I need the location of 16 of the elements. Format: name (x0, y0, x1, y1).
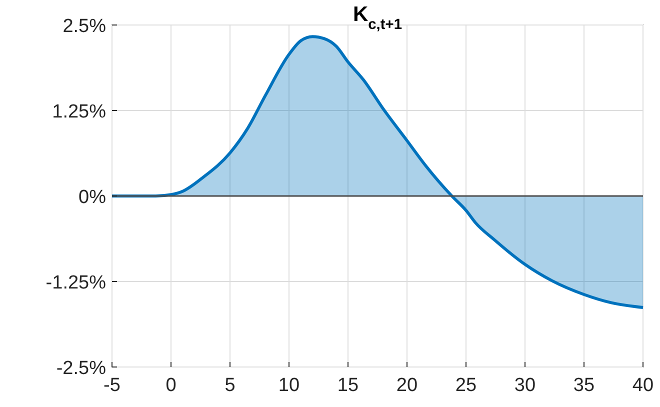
y-tick-label: -2.5% (56, 358, 106, 379)
x-tick-label: 30 (514, 375, 536, 396)
x-tick-label: 40 (632, 375, 654, 396)
chart-title: K$_{c,t+1}$ (352, 3, 402, 33)
y-tick-label: 0% (78, 187, 106, 208)
y-tick-label: -1.25% (46, 272, 106, 294)
x-tick-label: 10 (278, 375, 300, 396)
x-tick-label: 35 (573, 375, 595, 396)
x-tick-label: 25 (455, 375, 477, 396)
y-tick-label: 1.25% (52, 102, 106, 122)
x-tick-label: 0 (166, 375, 176, 396)
x-tick-label: 5 (224, 375, 236, 396)
x-tick-label: 20 (396, 375, 418, 396)
y-tick-label: 2.5% (62, 16, 106, 37)
x-tick-label: -5 (104, 375, 120, 396)
x-tick-label: 15 (337, 375, 359, 396)
